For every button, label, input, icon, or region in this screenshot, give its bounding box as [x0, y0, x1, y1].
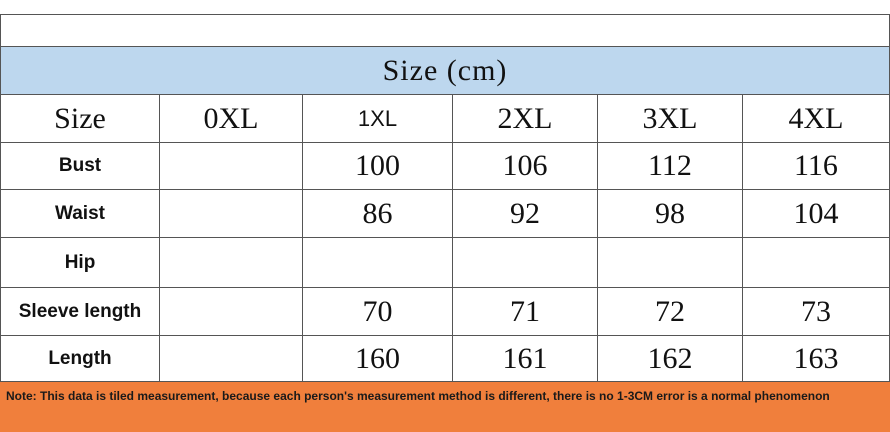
top-strip: [0, 0, 890, 15]
table-cell: 92: [453, 190, 598, 238]
table-cell: 116: [743, 143, 890, 190]
note: Note: This data is tiled measurement, be…: [0, 382, 890, 432]
table-cell: [160, 238, 303, 288]
table-cell: 72: [598, 288, 743, 336]
header-cell: 2XL: [453, 95, 598, 143]
row-label: Hip: [0, 238, 160, 288]
table-cell: 86: [303, 190, 453, 238]
table-cell: 106: [453, 143, 598, 190]
row-label: Sleeve length: [0, 288, 160, 336]
table-cell: 160: [303, 336, 453, 382]
table-cell: 71: [453, 288, 598, 336]
table-cell: 163: [743, 336, 890, 382]
header-cell: 0XL: [160, 95, 303, 143]
table-cell: [160, 336, 303, 382]
table-cell: 112: [598, 143, 743, 190]
table-title: Size (cm): [0, 47, 890, 95]
header-cell: Size: [0, 95, 160, 143]
table-cell: [160, 190, 303, 238]
table-cell: 104: [743, 190, 890, 238]
blank-band: [0, 15, 890, 47]
row-label: Bust: [0, 143, 160, 190]
table-cell: [160, 288, 303, 336]
table-cell: 73: [743, 288, 890, 336]
table-cell: 162: [598, 336, 743, 382]
table-cell: [453, 238, 598, 288]
header-cell: 1XL: [303, 95, 453, 143]
table-cell: [303, 238, 453, 288]
table-cell: 98: [598, 190, 743, 238]
row-label: Length: [0, 336, 160, 382]
table-cell: 70: [303, 288, 453, 336]
table-cell: [743, 238, 890, 288]
header-cell: 3XL: [598, 95, 743, 143]
table-cell: [598, 238, 743, 288]
table-cell: [160, 143, 303, 190]
table-cell: 100: [303, 143, 453, 190]
row-label: Waist: [0, 190, 160, 238]
header-cell: 4XL: [743, 95, 890, 143]
table-cell: 161: [453, 336, 598, 382]
